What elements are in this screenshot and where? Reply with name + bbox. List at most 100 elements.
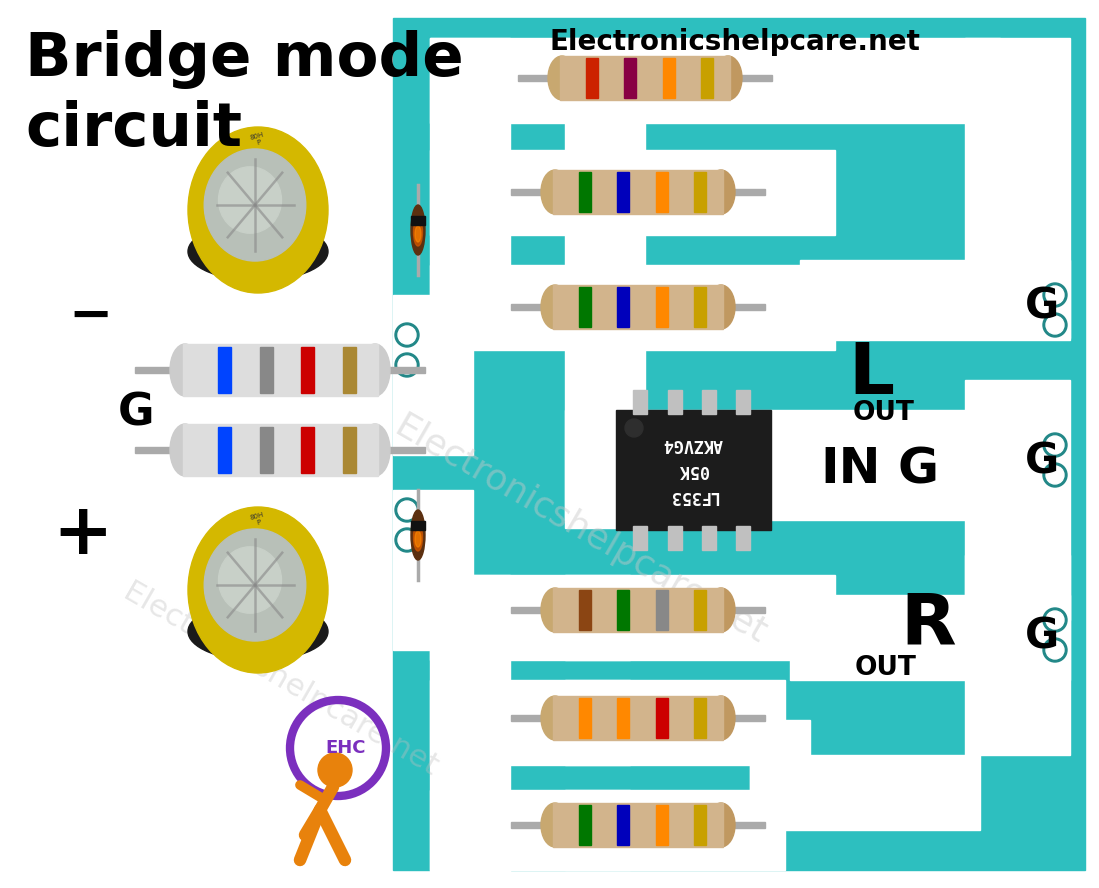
Bar bbox=[565, 575, 835, 660]
Bar bbox=[725, 715, 765, 721]
Ellipse shape bbox=[170, 344, 200, 396]
Circle shape bbox=[1043, 608, 1067, 632]
Circle shape bbox=[625, 419, 643, 437]
Bar bbox=[560, 56, 730, 100]
Circle shape bbox=[395, 498, 419, 522]
Bar bbox=[618, 698, 630, 738]
Bar bbox=[553, 696, 723, 740]
Bar bbox=[377, 367, 425, 373]
Bar bbox=[511, 189, 551, 195]
Circle shape bbox=[1043, 463, 1067, 487]
Bar bbox=[511, 822, 551, 828]
Bar bbox=[511, 304, 551, 310]
Text: Bridge mode: Bridge mode bbox=[25, 30, 464, 89]
Bar bbox=[430, 265, 630, 350]
Circle shape bbox=[398, 501, 417, 519]
Bar bbox=[553, 170, 723, 214]
Bar bbox=[259, 427, 273, 473]
Text: OUT: OUT bbox=[853, 400, 914, 426]
Text: +: + bbox=[52, 500, 112, 569]
Circle shape bbox=[395, 353, 419, 377]
Ellipse shape bbox=[170, 424, 200, 476]
Ellipse shape bbox=[188, 507, 328, 673]
Bar bbox=[565, 680, 785, 765]
Bar bbox=[135, 447, 184, 453]
Bar bbox=[565, 410, 1055, 520]
Ellipse shape bbox=[707, 588, 735, 632]
Bar bbox=[702, 390, 717, 414]
Text: Electronicshelpcare.net: Electronicshelpcare.net bbox=[118, 578, 443, 782]
Circle shape bbox=[1043, 638, 1067, 662]
Circle shape bbox=[1043, 433, 1067, 457]
Bar bbox=[656, 172, 668, 212]
Ellipse shape bbox=[219, 167, 281, 234]
Bar bbox=[750, 755, 980, 830]
Text: circuit: circuit bbox=[25, 100, 242, 159]
Bar bbox=[430, 575, 510, 875]
Circle shape bbox=[1046, 611, 1064, 629]
Bar bbox=[663, 58, 675, 98]
Ellipse shape bbox=[188, 602, 328, 661]
Bar bbox=[750, 720, 810, 795]
Circle shape bbox=[398, 356, 417, 374]
Text: −: − bbox=[68, 290, 112, 342]
Ellipse shape bbox=[707, 696, 735, 740]
Bar bbox=[800, 260, 1070, 340]
Text: G: G bbox=[1025, 615, 1059, 657]
Bar bbox=[565, 38, 645, 528]
Ellipse shape bbox=[413, 523, 422, 551]
Bar bbox=[790, 595, 1070, 680]
Text: OUT: OUT bbox=[855, 655, 917, 681]
Bar bbox=[586, 58, 598, 98]
Circle shape bbox=[1046, 286, 1064, 304]
Bar bbox=[725, 607, 765, 613]
Ellipse shape bbox=[413, 218, 422, 246]
Bar bbox=[579, 590, 591, 630]
Text: 80H
P: 80H P bbox=[249, 131, 267, 147]
Bar bbox=[732, 75, 771, 81]
Circle shape bbox=[1043, 313, 1067, 337]
Bar bbox=[301, 347, 314, 393]
Text: G: G bbox=[898, 445, 940, 493]
Text: EHC: EHC bbox=[325, 739, 366, 757]
Bar bbox=[343, 347, 356, 393]
Circle shape bbox=[1046, 316, 1064, 334]
Bar bbox=[725, 822, 765, 828]
Bar bbox=[579, 172, 591, 212]
Bar bbox=[343, 427, 356, 473]
Bar bbox=[618, 172, 630, 212]
Text: G: G bbox=[1025, 285, 1059, 327]
Bar bbox=[667, 390, 681, 414]
Bar bbox=[411, 216, 425, 225]
Ellipse shape bbox=[707, 170, 735, 214]
Ellipse shape bbox=[204, 149, 306, 261]
Bar bbox=[617, 410, 771, 530]
Bar bbox=[656, 590, 668, 630]
Bar bbox=[135, 367, 184, 373]
Bar bbox=[701, 58, 713, 98]
Bar bbox=[693, 590, 706, 630]
Bar bbox=[656, 698, 668, 738]
Bar bbox=[553, 285, 723, 329]
Bar bbox=[965, 380, 1070, 620]
Circle shape bbox=[398, 531, 417, 549]
Bar bbox=[393, 18, 1085, 870]
Bar bbox=[965, 555, 1070, 755]
Bar bbox=[259, 347, 273, 393]
Ellipse shape bbox=[360, 424, 390, 476]
Bar bbox=[553, 803, 723, 847]
Bar bbox=[624, 58, 636, 98]
Bar bbox=[184, 344, 378, 396]
Bar bbox=[618, 590, 630, 630]
Bar bbox=[656, 287, 668, 327]
Bar bbox=[693, 287, 706, 327]
Text: R: R bbox=[900, 590, 956, 659]
Text: LF353
05K
AKZVG4: LF353 05K AKZVG4 bbox=[663, 434, 723, 505]
Bar bbox=[633, 526, 647, 550]
Ellipse shape bbox=[541, 803, 569, 847]
Ellipse shape bbox=[541, 170, 569, 214]
Ellipse shape bbox=[219, 547, 281, 614]
Bar bbox=[430, 38, 510, 348]
Circle shape bbox=[1046, 466, 1064, 484]
Bar bbox=[301, 427, 314, 473]
